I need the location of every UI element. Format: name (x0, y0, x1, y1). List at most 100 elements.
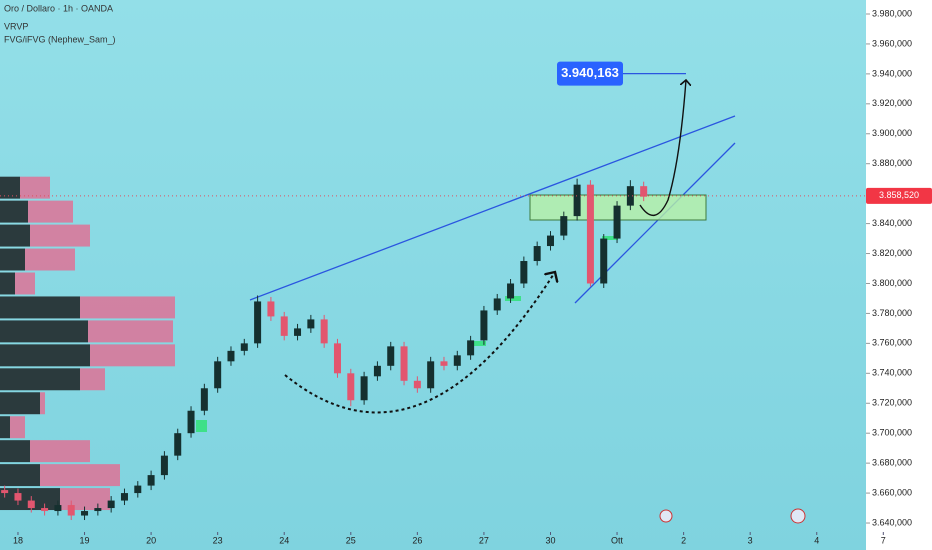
y-tick-label: 3.980,000 (872, 8, 912, 18)
x-tick-label: 30 (545, 535, 555, 545)
candle-body (81, 511, 89, 516)
candle-body (294, 328, 302, 336)
candle-body (214, 361, 222, 389)
vp-sell-bar (80, 296, 175, 319)
y-tick-label: 3.660,000 (872, 487, 912, 497)
candle-body (573, 184, 581, 217)
candle-body (613, 205, 621, 239)
x-tick-label: 26 (412, 535, 422, 545)
vp-sell-bar (80, 368, 105, 391)
vp-buy-bar (0, 416, 10, 439)
x-tick-label: 25 (346, 535, 356, 545)
y-tick-label: 3.820,000 (872, 248, 912, 258)
candle-body (267, 301, 275, 317)
indicator-label: VRVP (4, 21, 28, 31)
vp-sell-bar (10, 416, 25, 439)
x-tick-label: 19 (80, 535, 90, 545)
candle-body (427, 361, 435, 389)
candle-body (160, 455, 168, 476)
vp-buy-bar (0, 224, 30, 247)
vp-sell-bar (40, 392, 45, 415)
vp-sell-bar (15, 272, 35, 295)
candle-body (280, 316, 288, 336)
candle-body (400, 346, 408, 381)
vp-buy-bar (0, 440, 30, 463)
candle-body (240, 343, 248, 351)
price-axis (866, 0, 932, 550)
trend-line (249, 115, 736, 301)
y-tick-label: 3.720,000 (872, 398, 912, 408)
x-tick-label: 2 (681, 535, 686, 545)
candle-body (174, 433, 182, 456)
candle-body (600, 238, 608, 284)
vp-buy-bar (0, 248, 25, 271)
candle-body (440, 361, 448, 366)
candle-body (200, 388, 208, 411)
y-tick-label: 3.780,000 (872, 308, 912, 318)
y-tick-label: 3.900,000 (872, 128, 912, 138)
projection-arrow (639, 80, 686, 216)
x-tick-label: Ott (611, 535, 624, 545)
candle-body (54, 505, 62, 512)
candle-body (134, 485, 142, 494)
vp-sell-bar (25, 248, 75, 271)
candle-body (333, 343, 341, 374)
vp-buy-bar (0, 368, 80, 391)
y-tick-label: 3.880,000 (872, 158, 912, 168)
candle-body (586, 184, 594, 284)
candle-body (373, 365, 381, 377)
fvg-box (602, 236, 618, 240)
vp-sell-bar (20, 176, 50, 199)
candle-body (387, 346, 395, 366)
candle-body (41, 508, 49, 512)
candle-body (546, 235, 554, 247)
vp-sell-bar (40, 464, 120, 487)
candle-body (493, 298, 501, 311)
x-tick-label: 3 (748, 535, 753, 545)
candle-body (347, 373, 355, 401)
y-tick-label: 3.940,000 (872, 68, 912, 78)
vp-buy-bar (0, 464, 40, 487)
candle-body (94, 508, 102, 512)
fvg-box (505, 296, 521, 301)
candle-body (467, 340, 475, 356)
y-tick-label: 3.700,000 (872, 428, 912, 438)
vp-buy-bar (0, 200, 28, 223)
last-price-label: 3.858,520 (879, 190, 919, 200)
y-tick-label: 3.840,000 (872, 218, 912, 228)
candle-body (254, 301, 262, 344)
candle-body (147, 475, 155, 486)
y-tick-label: 3.760,000 (872, 338, 912, 348)
x-tick-label: 24 (279, 535, 289, 545)
candle-body (27, 500, 35, 509)
candle-body (533, 246, 541, 262)
vp-sell-bar (30, 224, 90, 247)
curve-arrow (284, 272, 555, 414)
vp-sell-bar (28, 200, 73, 223)
y-tick-label: 3.800,000 (872, 278, 912, 288)
symbol-title: Oro / Dollaro · 1h · OANDA (4, 3, 113, 13)
x-tick-label: 27 (479, 535, 489, 545)
vp-buy-bar (0, 272, 15, 295)
fvg-box (468, 341, 486, 346)
candle-body (227, 350, 235, 362)
target-badge (557, 61, 623, 86)
y-tick-label: 3.920,000 (872, 98, 912, 108)
y-tick-label: 3.960,000 (872, 38, 912, 48)
y-tick-label: 3.640,000 (872, 517, 912, 527)
event-icon[interactable] (659, 509, 673, 523)
candle-body (626, 186, 634, 206)
candle-body (307, 319, 315, 329)
candle-body (413, 380, 421, 389)
candles (1, 178, 648, 521)
x-tick-label: 4 (814, 535, 819, 545)
event-icon[interactable] (790, 508, 806, 524)
candle-body (320, 319, 328, 344)
candle-body (507, 283, 515, 299)
x-tick-label: 18 (13, 535, 23, 545)
candle-body (120, 493, 128, 501)
target-label: 3.940,163 (561, 65, 619, 80)
candle-body (67, 505, 75, 516)
vp-buy-bar (0, 320, 88, 343)
